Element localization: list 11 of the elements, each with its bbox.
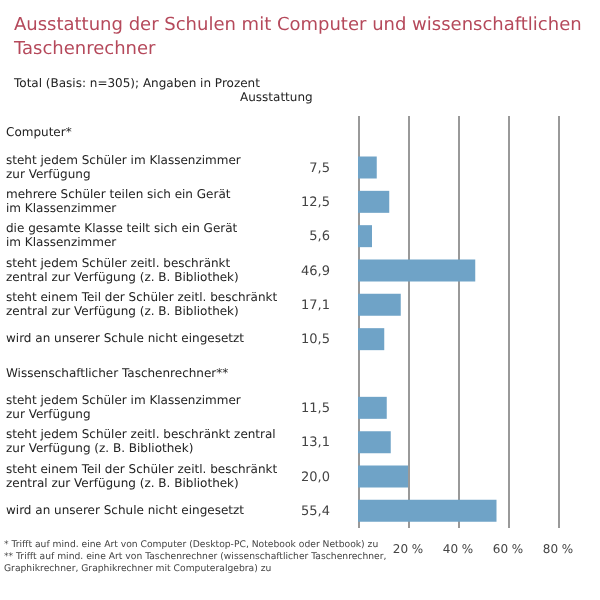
chart-title: Ausstattung der Schulen mit Computer und wissenschaftlichen Taschenrechner [12,16,582,60]
bar [358,328,385,351]
bar [358,225,372,248]
bar [358,293,401,316]
bar [358,259,476,282]
bar [358,156,377,179]
bar [358,396,387,419]
bar [358,431,391,454]
bar [358,190,390,213]
bar [358,465,408,488]
bar [358,499,497,522]
